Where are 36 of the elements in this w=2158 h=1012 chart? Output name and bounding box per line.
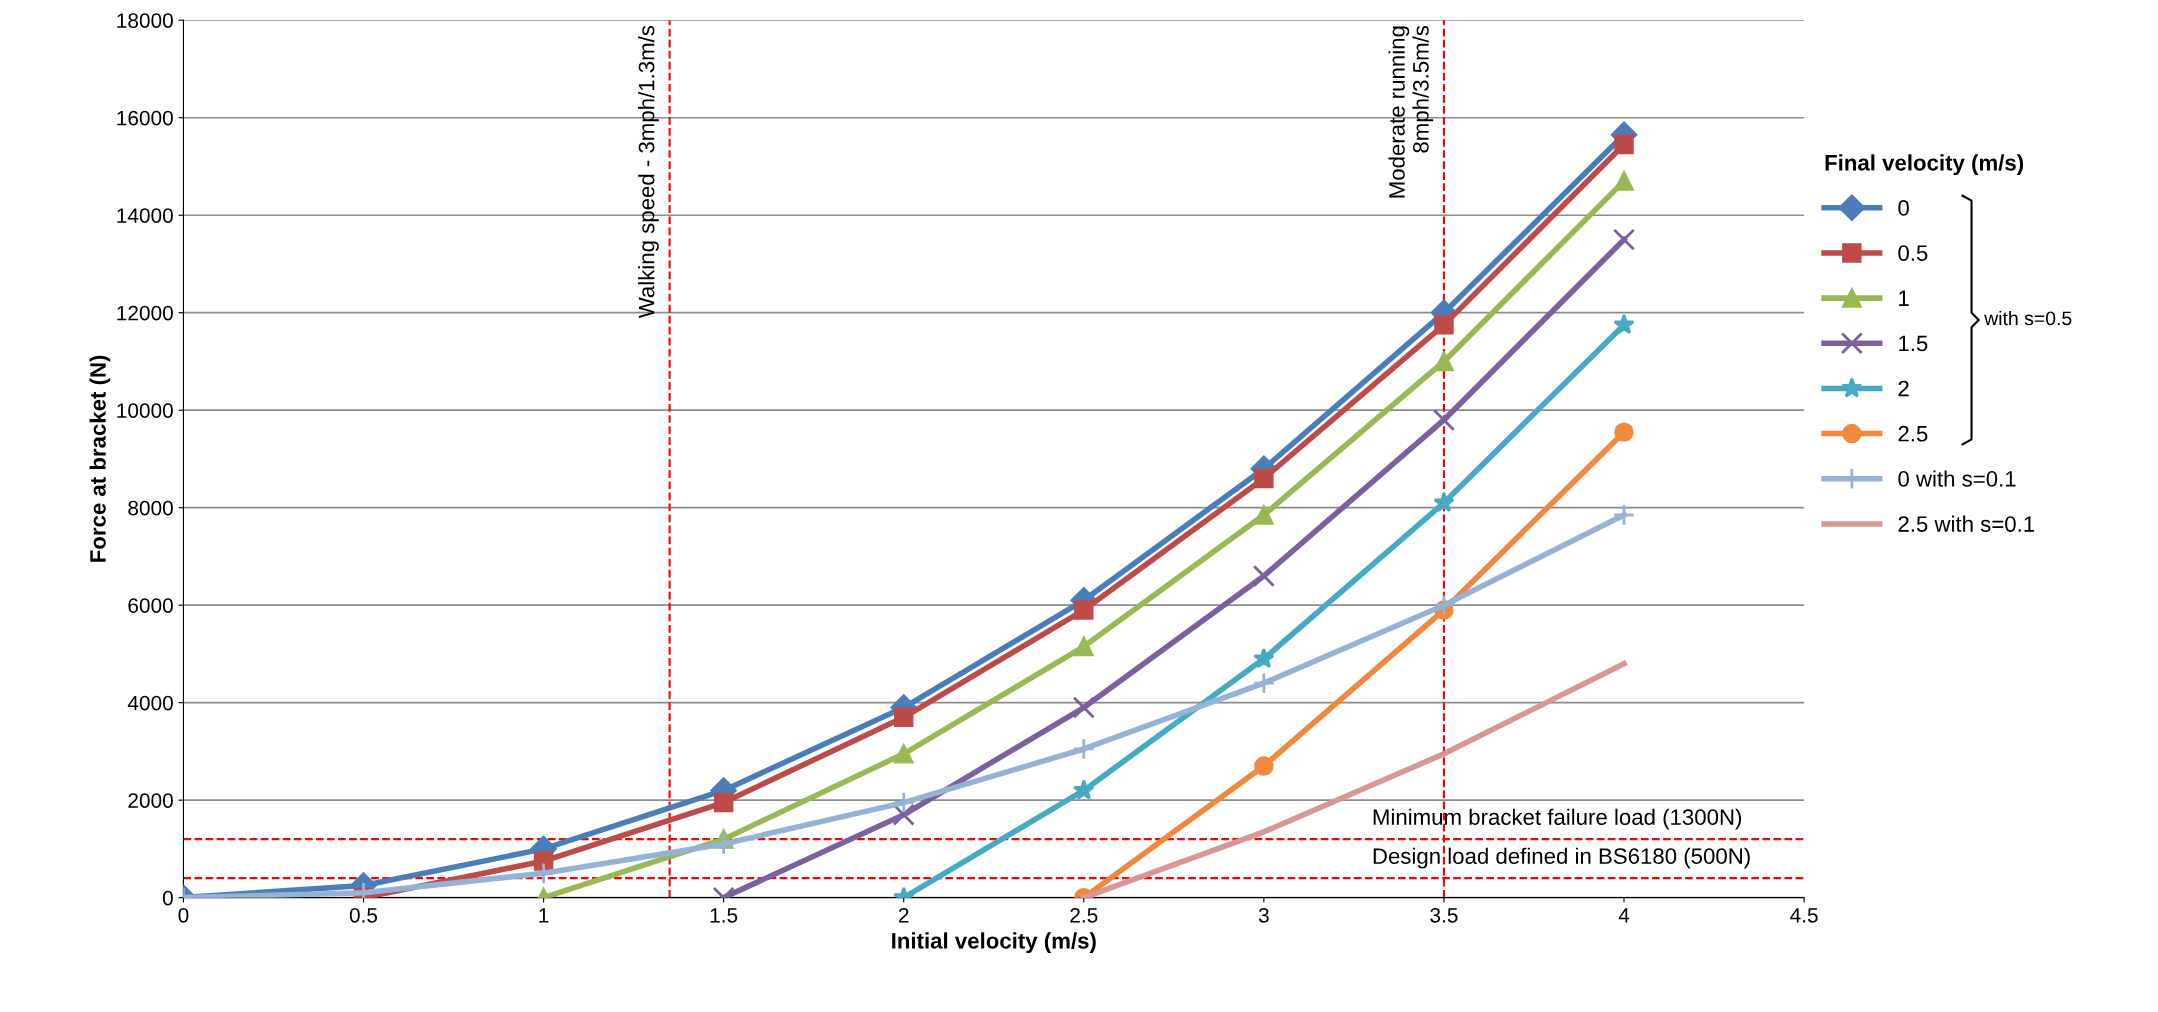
legend-label: 1 bbox=[1899, 290, 1909, 306]
x-tick-label: 3 bbox=[1258, 907, 1269, 923]
legend-label: 1.5 bbox=[1899, 335, 1928, 352]
x-tick-label: 4 bbox=[1618, 908, 1630, 923]
ref-line-label: Design load defined in BS6180 (500N) bbox=[1373, 847, 1750, 869]
y-tick-label: 0 bbox=[162, 890, 173, 906]
ref-line-label: Minimum bracket failure load (1300N) bbox=[1373, 808, 1742, 830]
legend-label: 0 with s=0.1 bbox=[1898, 470, 2016, 487]
x-tick-label: 0 bbox=[178, 907, 189, 923]
y-tick-label: 14000 bbox=[117, 208, 173, 223]
y-tick-label: 4000 bbox=[127, 695, 173, 711]
y-axis-title: Force at bracket (N) bbox=[89, 355, 111, 562]
legend-label: 0 bbox=[1898, 200, 1909, 216]
y-tick-label: 16000 bbox=[117, 110, 173, 126]
x-tick-label: 2 bbox=[898, 907, 909, 923]
x-tick-label: 1.5 bbox=[710, 908, 738, 923]
ref-line-label: Moderate running 8mph/3.5m/s bbox=[1388, 25, 1434, 198]
legend-label: 2.5 bbox=[1898, 425, 1928, 442]
x-axis-title: Initial velocity (m/s) bbox=[892, 932, 1096, 954]
legend-label: 0.5 bbox=[1898, 245, 1928, 261]
legend-label: 2 bbox=[1898, 380, 1909, 397]
x-tick-label: 1 bbox=[539, 908, 549, 923]
legend-title: Final velocity (m/s) bbox=[1825, 154, 2024, 176]
legend-label: 2.5 with s=0.1 bbox=[1898, 515, 2035, 532]
text: with s=0.5 bbox=[1984, 310, 2072, 326]
y-tick-label: 8000 bbox=[128, 500, 173, 516]
y-tick-label: 2000 bbox=[128, 793, 173, 808]
x-tick-label: 0.5 bbox=[349, 907, 378, 923]
ref-line-label: Walking speed - 3mph/1.3m/s bbox=[638, 25, 659, 319]
y-tick-label: 18000 bbox=[117, 13, 173, 28]
y-tick-label: 10000 bbox=[117, 403, 173, 418]
x-tick-label: 2.5 bbox=[1070, 907, 1098, 923]
x-tick-label: 4.5 bbox=[1790, 908, 1818, 923]
x-tick-label: 3.5 bbox=[1430, 907, 1458, 923]
y-tick-label: 12000 bbox=[117, 305, 173, 321]
y-tick-label: 6000 bbox=[128, 598, 173, 613]
